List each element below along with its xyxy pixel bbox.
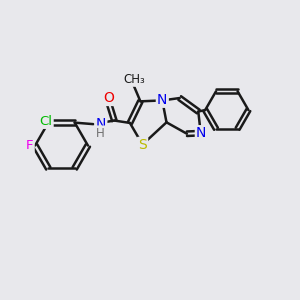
- Text: CH₃: CH₃: [123, 73, 145, 85]
- Text: Cl: Cl: [39, 115, 52, 128]
- Text: H: H: [96, 127, 104, 140]
- Text: N: N: [157, 92, 167, 106]
- Text: O: O: [103, 91, 114, 105]
- Text: N: N: [196, 126, 206, 140]
- Text: N: N: [96, 116, 106, 130]
- Text: F: F: [26, 139, 34, 152]
- Text: S: S: [138, 138, 147, 152]
